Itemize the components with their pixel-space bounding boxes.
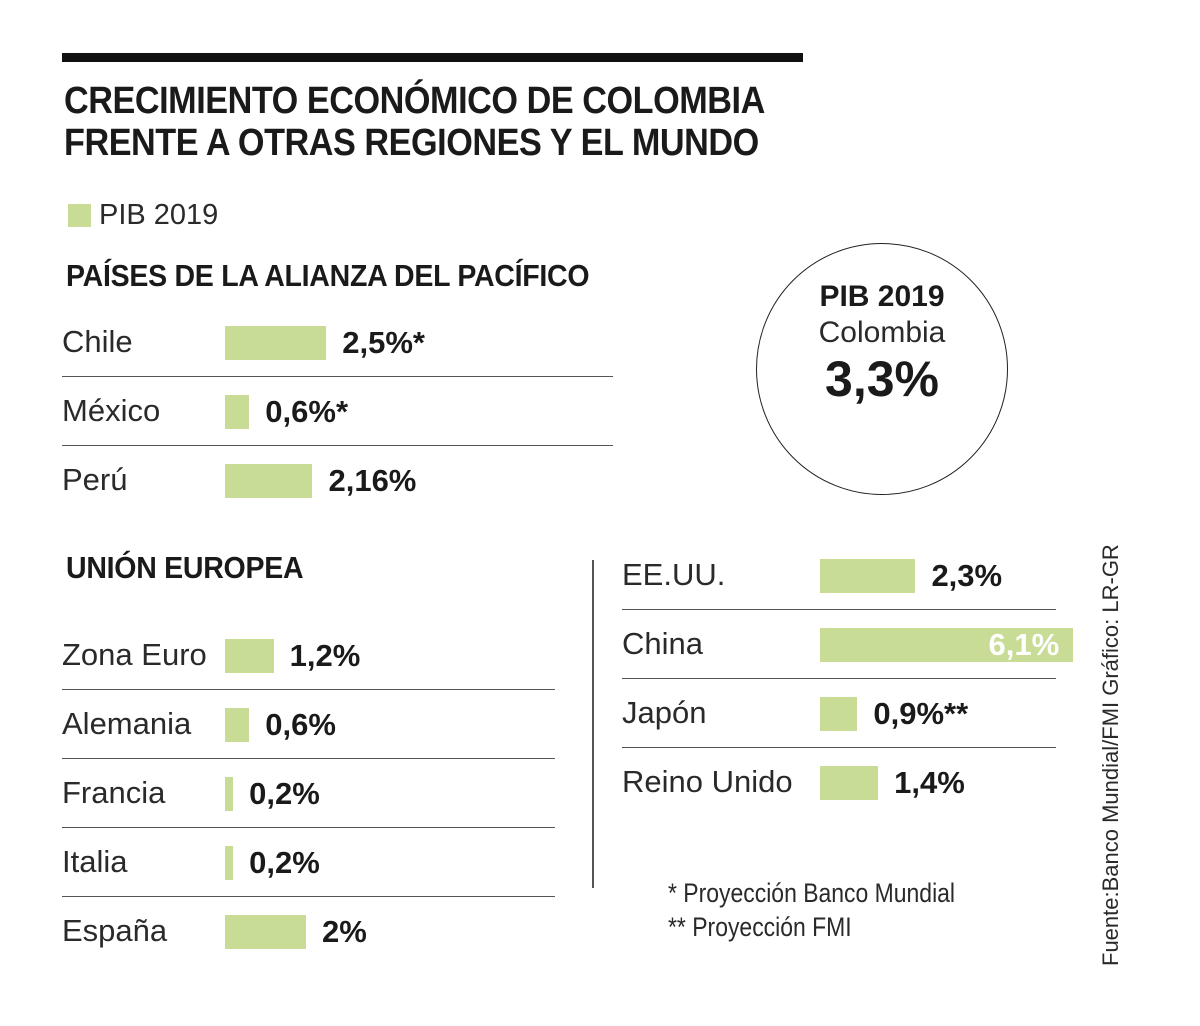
row-divider — [622, 677, 1056, 679]
row-divider — [62, 375, 613, 377]
bar — [820, 766, 879, 800]
column-divider — [592, 560, 594, 888]
bar-row: Chile 2,5%* — [62, 307, 613, 377]
bar-value-label: 0,9%** — [873, 696, 969, 731]
bar-row: Japón 0,9%** — [622, 678, 1056, 748]
row-divider — [62, 826, 555, 828]
bar-value-label: 2,3% — [931, 558, 1003, 593]
bar-value-label: 6,1% — [988, 627, 1060, 662]
circle-title: PIB 2019 — [819, 280, 945, 313]
legend-label: PIB 2019 — [99, 198, 219, 231]
footnotes: * Proyección Banco Mundial ** Proyección… — [668, 876, 955, 944]
bar-row: Perú 2,16% — [62, 445, 613, 515]
footnote-world-bank: * Proyección Banco Mundial — [668, 878, 956, 908]
bar — [820, 628, 1074, 662]
bar-value-label: 2% — [322, 914, 367, 949]
bar-label: Perú — [62, 462, 128, 497]
top-rule — [62, 53, 803, 62]
chart-title-line-1: CRECIMIENTO ECONÓMICO DE COLOMBIA — [64, 80, 765, 122]
section-title-alianza: PAÍSES DE LA ALIANZA DEL PACÍFICO — [66, 258, 590, 293]
bar-label: México — [62, 393, 161, 428]
bar — [225, 846, 234, 880]
bar-value-label: 2,5%* — [342, 325, 425, 360]
section-title-union-europea: UNIÓN EUROPEA — [66, 550, 304, 585]
bar-label: Reino Unido — [622, 764, 793, 799]
bar — [820, 697, 858, 731]
bar — [225, 708, 250, 742]
footnote-imf: ** Proyección FMI — [668, 912, 852, 942]
bar — [820, 559, 916, 593]
bar-label: Japón — [622, 695, 707, 730]
bar-value-label: 0,6%* — [265, 394, 349, 429]
row-divider — [622, 608, 1056, 610]
source-credit: Fuente:Banco Mundial/FMI Gráfico: LR-GR — [1098, 544, 1123, 966]
colombia-gdp-circle: PIB 2019 Colombia 3,3% — [756, 243, 1008, 495]
bar-row: Alemania 0,6% — [62, 689, 555, 759]
bar — [225, 915, 306, 949]
row-divider — [62, 444, 613, 446]
bar — [225, 326, 327, 360]
bar-value-label: 1,2% — [289, 638, 361, 673]
row-divider — [62, 757, 555, 759]
bar-value-label: 0,6% — [265, 707, 336, 742]
bar-row: Zona Euro 1,2% — [62, 620, 555, 690]
bar-label: China — [622, 626, 703, 661]
legend: PIB 2019 — [68, 198, 219, 231]
bar-row: Reino Unido 1,4% — [622, 747, 1056, 817]
bar-row: EE.UU. 2,3% — [622, 540, 1056, 610]
bar-value-label: 1,4% — [894, 765, 965, 800]
chart-title: CRECIMIENTO ECONÓMICO DE COLOMBIA FRENTE… — [64, 80, 765, 164]
bar-row: Francia 0,2% — [62, 758, 555, 828]
bar-row: México 0,6%* — [62, 376, 613, 446]
row-divider — [622, 746, 1056, 748]
row-divider — [62, 688, 555, 690]
bar-value-label: 2,16% — [328, 463, 417, 498]
bar-row: España 2% — [62, 896, 555, 966]
chart-title-line-2: FRENTE A OTRAS REGIONES Y EL MUNDO — [64, 122, 759, 164]
circle-value: 3,3% — [825, 351, 939, 407]
bar — [225, 464, 313, 498]
bar-row: China 6,1% — [622, 609, 1074, 679]
bar-label: Francia — [62, 775, 166, 810]
bar — [225, 395, 250, 429]
bar — [225, 639, 274, 673]
bar-label: Zona Euro — [62, 637, 207, 672]
row-divider — [62, 895, 555, 897]
bar — [225, 777, 234, 811]
bar-label: España — [62, 913, 168, 948]
bar-label: Chile — [62, 324, 133, 359]
legend-swatch — [68, 203, 91, 227]
bar-label: EE.UU. — [622, 557, 726, 592]
bar-value-label: 0,2% — [249, 845, 320, 880]
circle-country: Colombia — [818, 316, 946, 349]
bar-label: Italia — [62, 844, 128, 879]
bar-row: Italia 0,2% — [62, 827, 555, 897]
bar-value-label: 0,2% — [249, 776, 320, 811]
bar-label: Alemania — [62, 706, 192, 741]
